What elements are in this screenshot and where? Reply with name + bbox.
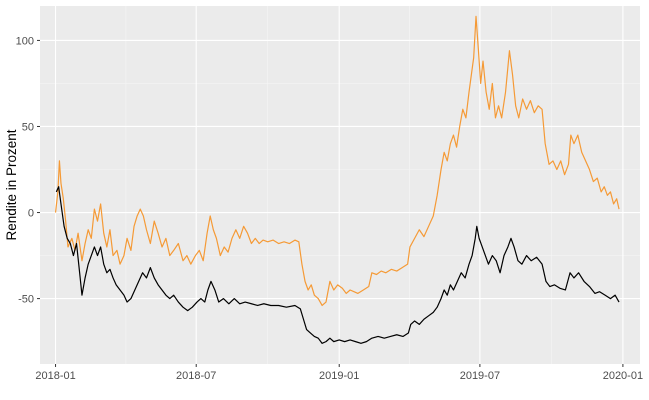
- major-gridlines: [40, 6, 640, 364]
- y-tick-label: 100: [16, 35, 34, 47]
- x-tick-label: 2019-01: [319, 370, 359, 382]
- y-axis: -50 0 50 100: [16, 35, 40, 306]
- x-tick-label: 2020-01: [603, 370, 643, 382]
- y-tick-label: 50: [22, 121, 34, 133]
- series-lines: [54, 15, 620, 344]
- minor-gridlines: [40, 6, 640, 364]
- series-line-2: [55, 186, 620, 344]
- x-tick-label: 2018-07: [176, 370, 216, 382]
- y-tick-label: -50: [18, 294, 34, 306]
- y-axis-title: Rendite in Prozent: [4, 129, 19, 240]
- x-axis: 2018-01 2018-07 2019-01 2019-07 2020-01: [35, 364, 643, 382]
- x-tick-label: 2019-07: [460, 370, 500, 382]
- series-line-1: [54, 15, 620, 307]
- x-tick-label: 2018-01: [35, 370, 75, 382]
- y-tick-label: 0: [28, 208, 34, 220]
- plot-panel: [40, 6, 640, 364]
